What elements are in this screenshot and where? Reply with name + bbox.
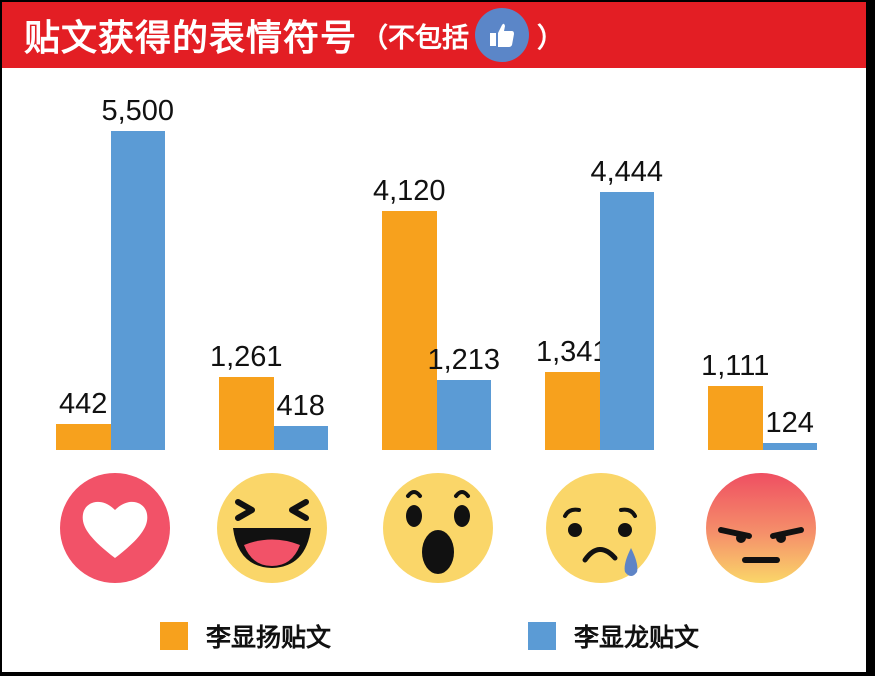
- paren-close: ）: [537, 22, 565, 54]
- data-label: 1,341: [535, 336, 609, 369]
- bar-yang: [56, 424, 111, 450]
- data-label: 442: [59, 388, 108, 421]
- legend-item-long: 李显龙贴文: [528, 618, 699, 654]
- chart-frame: 贴文获得的表情符号 （不包括 ） 442 5,500 1,261 418 4,120 1,…: [2, 2, 866, 672]
- paren-open: （不包括: [361, 22, 470, 54]
- bar-yang: [545, 372, 600, 450]
- chart-title: 贴文获得的表情符号 （不包括 ）: [24, 8, 564, 62]
- bar-long: [436, 379, 491, 450]
- legend-swatch-orange: [160, 622, 188, 650]
- angry-icon: [706, 473, 816, 583]
- data-label: 4,120: [372, 175, 446, 208]
- bar-long: [599, 192, 654, 450]
- header-banner: 贴文获得的表情符号 （不包括 ）: [2, 2, 866, 68]
- data-label: 1,111: [701, 349, 770, 382]
- data-label: 124: [765, 406, 814, 439]
- bar-long: [762, 442, 817, 450]
- love-heart-icon: [60, 473, 170, 583]
- bar-long: [110, 131, 165, 450]
- data-label: 418: [276, 389, 325, 422]
- thumbs-up-like-icon: [475, 8, 530, 62]
- bar-yang: [708, 385, 763, 450]
- legend-item-yang: 李显扬贴文: [160, 618, 331, 654]
- legend-swatch-blue: [528, 622, 556, 650]
- title-main: 贴文获得的表情符号: [24, 18, 358, 59]
- wow-surprised-icon: [383, 473, 493, 583]
- data-label: 5,500: [101, 95, 175, 127]
- haha-laughing-icon: [217, 473, 327, 583]
- legend-label: 李显扬贴文: [206, 623, 332, 652]
- bar-chart: 442 5,500 1,261 418 4,120 1,213 1,341 4,444 1,11…: [2, 2, 866, 672]
- legend-label: 李显龙贴文: [574, 623, 700, 652]
- title-exclusion-note: （不包括 ）: [361, 8, 564, 62]
- data-label: 1,213: [427, 343, 501, 376]
- sad-crying-icon: [546, 473, 656, 583]
- bar-yang: [382, 211, 437, 450]
- data-label: 1,261: [209, 340, 283, 373]
- bar-long: [273, 425, 328, 450]
- data-label: 4,444: [590, 156, 664, 189]
- bar-yang: [219, 376, 274, 450]
